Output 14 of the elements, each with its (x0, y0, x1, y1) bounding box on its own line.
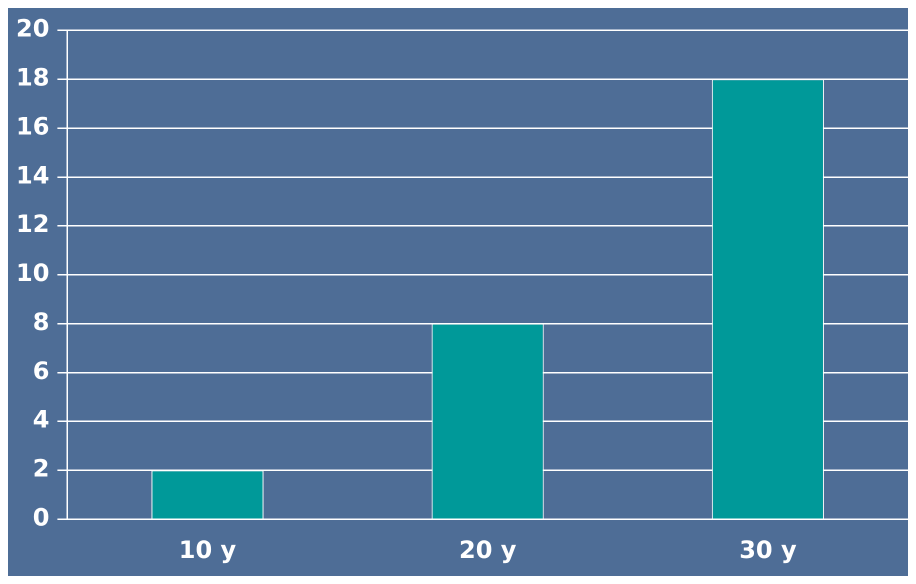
x-tick-label: 10 y (178, 536, 237, 564)
y-tick-label: 6 (32, 356, 50, 385)
y-tick-label: 2 (32, 454, 50, 483)
y-tick-label: 18 (16, 64, 50, 92)
y-tick-label: 16 (16, 112, 50, 140)
y-tick-label: 20 (16, 14, 50, 43)
x-tick-label: 20 y (458, 536, 517, 564)
y-tick-label: 12 (16, 210, 50, 238)
y-tick-label: 0 (32, 503, 50, 532)
x-tick-label: 30 y (739, 536, 797, 564)
y-tick-label: 8 (32, 308, 50, 336)
y-tick-label: 14 (16, 161, 50, 190)
y-tick-label: 10 (16, 259, 50, 288)
y-tick-label: 4 (32, 406, 50, 434)
